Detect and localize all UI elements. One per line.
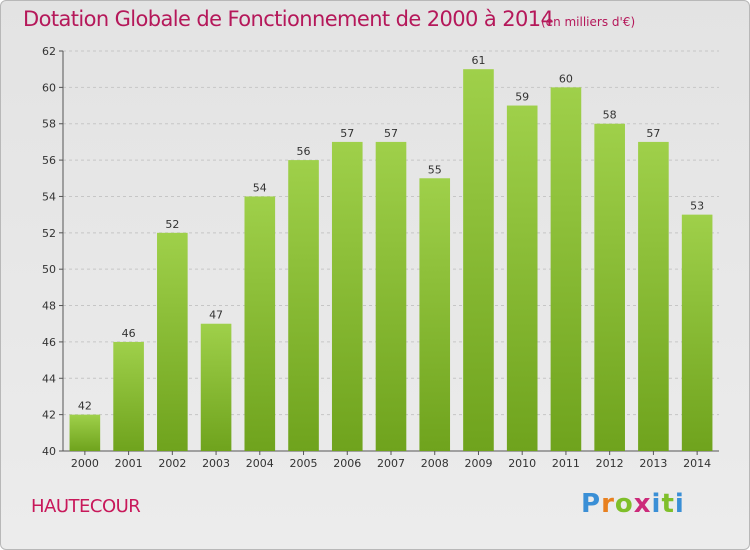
data-label: 42 [78,400,92,413]
bar-2008 [419,178,451,452]
y-tick-label: 52 [42,227,56,240]
bar-2013 [638,141,669,451]
bar-2009 [463,69,494,451]
y-tick-label: 48 [42,300,56,313]
x-tick-label: 2012 [596,457,624,470]
bar-2011 [550,87,582,451]
bar-2014 [681,214,713,451]
data-label: 47 [209,309,223,322]
data-label: 60 [559,72,573,85]
data-label: 57 [384,127,398,140]
logo-letter: i [674,489,685,519]
data-label: 52 [165,218,179,231]
logo-letter: i [651,489,662,519]
x-tick-label: 2004 [246,457,274,470]
bars [69,69,713,452]
y-tick-label: 56 [42,154,56,167]
bar-2007 [375,141,407,451]
proxiti-logo[interactable]: Proxiti [581,489,685,519]
x-tick-label: 2009 [464,457,492,470]
y-tick-label: 58 [42,118,56,131]
data-label: 61 [471,54,485,67]
bar-2003 [200,323,232,451]
y-tick-label: 42 [42,409,56,422]
x-tick-label: 2011 [552,457,580,470]
logo-letter: r [601,489,615,519]
chart-subtitle: (en milliers d'€) [541,15,636,29]
x-tick-label: 2001 [115,457,143,470]
bar-2005 [288,160,319,451]
bar-2006 [331,141,363,451]
logo-letter: x [633,489,652,519]
bar-2004 [244,196,276,451]
x-tick-label: 2013 [639,457,667,470]
bar-2012 [594,123,625,452]
bar-2010 [506,105,538,451]
x-tick-label: 2002 [158,457,186,470]
x-tick-label: 2003 [202,457,230,470]
data-label: 59 [515,91,529,104]
data-label: 55 [428,163,442,176]
x-tick-label: 2005 [290,457,318,470]
x-tick-label: 2006 [333,457,361,470]
x-tick-label: 2007 [377,457,405,470]
data-label: 56 [297,145,311,158]
bar-2002 [157,232,188,451]
y-tick-label: 40 [42,445,56,458]
bar-2000 [69,414,101,451]
data-label: 58 [603,109,617,122]
commune-name: HAUTECOUR [31,496,141,517]
chart-title: Dotation Globale de Fonctionnement de 20… [23,7,554,31]
x-tick-label: 2010 [508,457,536,470]
data-label: 53 [690,200,704,213]
y-tick-label: 54 [42,190,56,203]
axes: 40 42 44 46 48 50 52 54 56 58 60 62 2000 2001 2002 2003… [42,45,719,470]
y-tick-label: 50 [42,263,56,276]
y-tick-label: 62 [42,45,56,58]
x-tick-label: 2000 [71,457,99,470]
data-label: 57 [340,127,354,140]
y-tick-label: 60 [42,81,56,94]
logo-letter: o [614,489,634,519]
data-labels: 42 46 52 47 54 56 57 57 55 61 59 60 58 57 53 [78,54,704,412]
bar-2001 [113,341,144,451]
x-tick-label: 2014 [683,457,711,470]
x-tick-label: 2008 [421,457,449,470]
y-tick-label: 44 [42,372,56,385]
data-label: 57 [646,127,660,140]
data-label: 54 [253,181,267,194]
logo-letter: t [661,489,675,519]
data-label: 46 [122,327,136,340]
y-tick-label: 46 [42,336,56,349]
logo-letter: P [581,489,602,519]
